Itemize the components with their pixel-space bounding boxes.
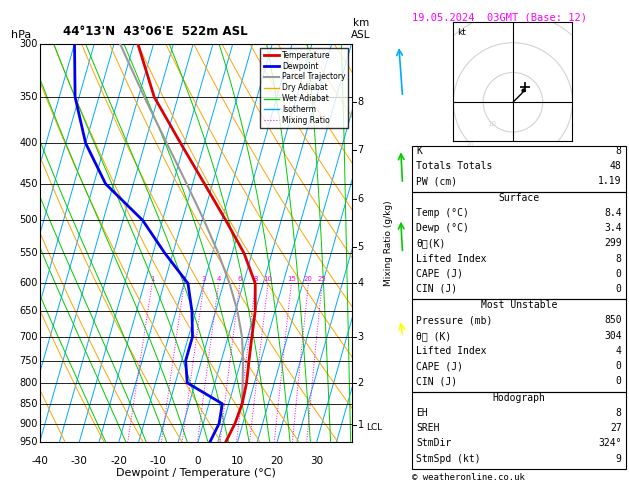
Text: θᴄ (K): θᴄ (K) — [416, 331, 452, 341]
Text: 650: 650 — [19, 306, 38, 316]
Text: 7: 7 — [358, 145, 364, 155]
Text: Hodograph: Hodograph — [493, 393, 545, 403]
Text: 750: 750 — [19, 356, 38, 365]
Text: 800: 800 — [19, 378, 38, 388]
Text: 9: 9 — [616, 453, 621, 464]
Text: LCL: LCL — [367, 423, 382, 432]
Text: 299: 299 — [604, 238, 621, 248]
Text: 304: 304 — [604, 331, 621, 341]
Text: StmDir: StmDir — [416, 438, 452, 449]
Text: 20: 20 — [270, 456, 284, 466]
Text: Dewp (°C): Dewp (°C) — [416, 223, 469, 233]
Text: 5: 5 — [358, 242, 364, 252]
Text: Temp (°C): Temp (°C) — [416, 208, 469, 218]
Text: kt: kt — [457, 28, 466, 37]
Text: 27: 27 — [610, 423, 621, 433]
Text: θᴄ(K): θᴄ(K) — [416, 238, 446, 248]
Text: 900: 900 — [19, 418, 38, 429]
Text: 4: 4 — [358, 278, 364, 288]
Text: 0: 0 — [616, 361, 621, 371]
Text: Lifted Index: Lifted Index — [416, 346, 487, 356]
Text: km
ASL: km ASL — [351, 18, 370, 40]
Text: 0: 0 — [194, 456, 201, 466]
Bar — [412, 299, 626, 392]
Text: 1: 1 — [358, 420, 364, 431]
Text: 8: 8 — [253, 276, 258, 282]
Text: 30: 30 — [444, 164, 453, 170]
Text: 500: 500 — [19, 215, 38, 226]
Text: 4: 4 — [216, 276, 221, 282]
Text: 10: 10 — [264, 276, 272, 282]
Text: 850: 850 — [19, 399, 38, 409]
Text: -40: -40 — [31, 456, 48, 466]
Text: 15: 15 — [287, 276, 296, 282]
Text: 6: 6 — [358, 194, 364, 204]
Text: 6: 6 — [238, 276, 242, 282]
Text: 700: 700 — [19, 331, 38, 342]
Text: 0: 0 — [616, 284, 621, 294]
Text: CAPE (J): CAPE (J) — [416, 269, 464, 279]
Text: 8: 8 — [616, 146, 621, 156]
Text: 0: 0 — [616, 269, 621, 279]
Text: -30: -30 — [70, 456, 87, 466]
Text: 400: 400 — [19, 138, 38, 148]
Text: 20: 20 — [465, 142, 474, 148]
Text: 3: 3 — [202, 276, 206, 282]
Text: 30: 30 — [310, 456, 323, 466]
Text: 850: 850 — [604, 315, 621, 326]
Text: 3: 3 — [358, 331, 364, 342]
Text: 950: 950 — [19, 437, 38, 447]
Text: 300: 300 — [19, 39, 38, 49]
Text: 450: 450 — [19, 179, 38, 189]
Text: 20: 20 — [304, 276, 313, 282]
Text: 0: 0 — [616, 377, 621, 386]
Text: 600: 600 — [19, 278, 38, 288]
Text: CAPE (J): CAPE (J) — [416, 361, 464, 371]
Text: 2: 2 — [182, 276, 186, 282]
Text: Most Unstable: Most Unstable — [481, 300, 557, 310]
Text: SREH: SREH — [416, 423, 440, 433]
Text: 550: 550 — [19, 248, 38, 258]
Bar — [412, 146, 626, 191]
Text: Dewpoint / Temperature (°C): Dewpoint / Temperature (°C) — [116, 468, 276, 478]
Text: © weatheronline.co.uk: © weatheronline.co.uk — [412, 473, 525, 482]
Text: CIN (J): CIN (J) — [416, 284, 457, 294]
Bar — [412, 191, 626, 299]
Text: 8: 8 — [358, 97, 364, 107]
Text: 48: 48 — [610, 161, 621, 171]
Text: -10: -10 — [150, 456, 167, 466]
Text: 25: 25 — [318, 276, 326, 282]
Text: 3.4: 3.4 — [604, 223, 621, 233]
Text: 324°: 324° — [598, 438, 621, 449]
Text: 350: 350 — [19, 92, 38, 102]
Text: Lifted Index: Lifted Index — [416, 254, 487, 263]
Text: 44°13'N  43°06'E  522m ASL: 44°13'N 43°06'E 522m ASL — [63, 25, 248, 38]
Text: K: K — [416, 146, 422, 156]
Text: Totals Totals: Totals Totals — [416, 161, 493, 171]
Text: 2: 2 — [358, 378, 364, 388]
Text: Mixing Ratio (g/kg): Mixing Ratio (g/kg) — [384, 200, 393, 286]
Text: Pressure (mb): Pressure (mb) — [416, 315, 493, 326]
Text: 8.4: 8.4 — [604, 208, 621, 218]
Text: 1: 1 — [150, 276, 154, 282]
Text: 8: 8 — [616, 254, 621, 263]
Text: 4: 4 — [616, 346, 621, 356]
Text: StmSpd (kt): StmSpd (kt) — [416, 453, 481, 464]
Text: 8: 8 — [616, 408, 621, 418]
Text: 1.19: 1.19 — [598, 176, 621, 186]
Text: Surface: Surface — [498, 192, 540, 203]
Text: PW (cm): PW (cm) — [416, 176, 457, 186]
Text: CIN (J): CIN (J) — [416, 377, 457, 386]
Text: 19.05.2024  03GMT (Base: 12): 19.05.2024 03GMT (Base: 12) — [412, 12, 587, 22]
Bar — [412, 392, 626, 469]
Text: hPa: hPa — [11, 30, 31, 40]
Text: EH: EH — [416, 408, 428, 418]
Legend: Temperature, Dewpoint, Parcel Trajectory, Dry Adiabat, Wet Adiabat, Isotherm, Mi: Temperature, Dewpoint, Parcel Trajectory… — [260, 48, 348, 128]
Text: 10: 10 — [487, 121, 496, 127]
Text: -20: -20 — [110, 456, 127, 466]
Text: 10: 10 — [231, 456, 244, 466]
